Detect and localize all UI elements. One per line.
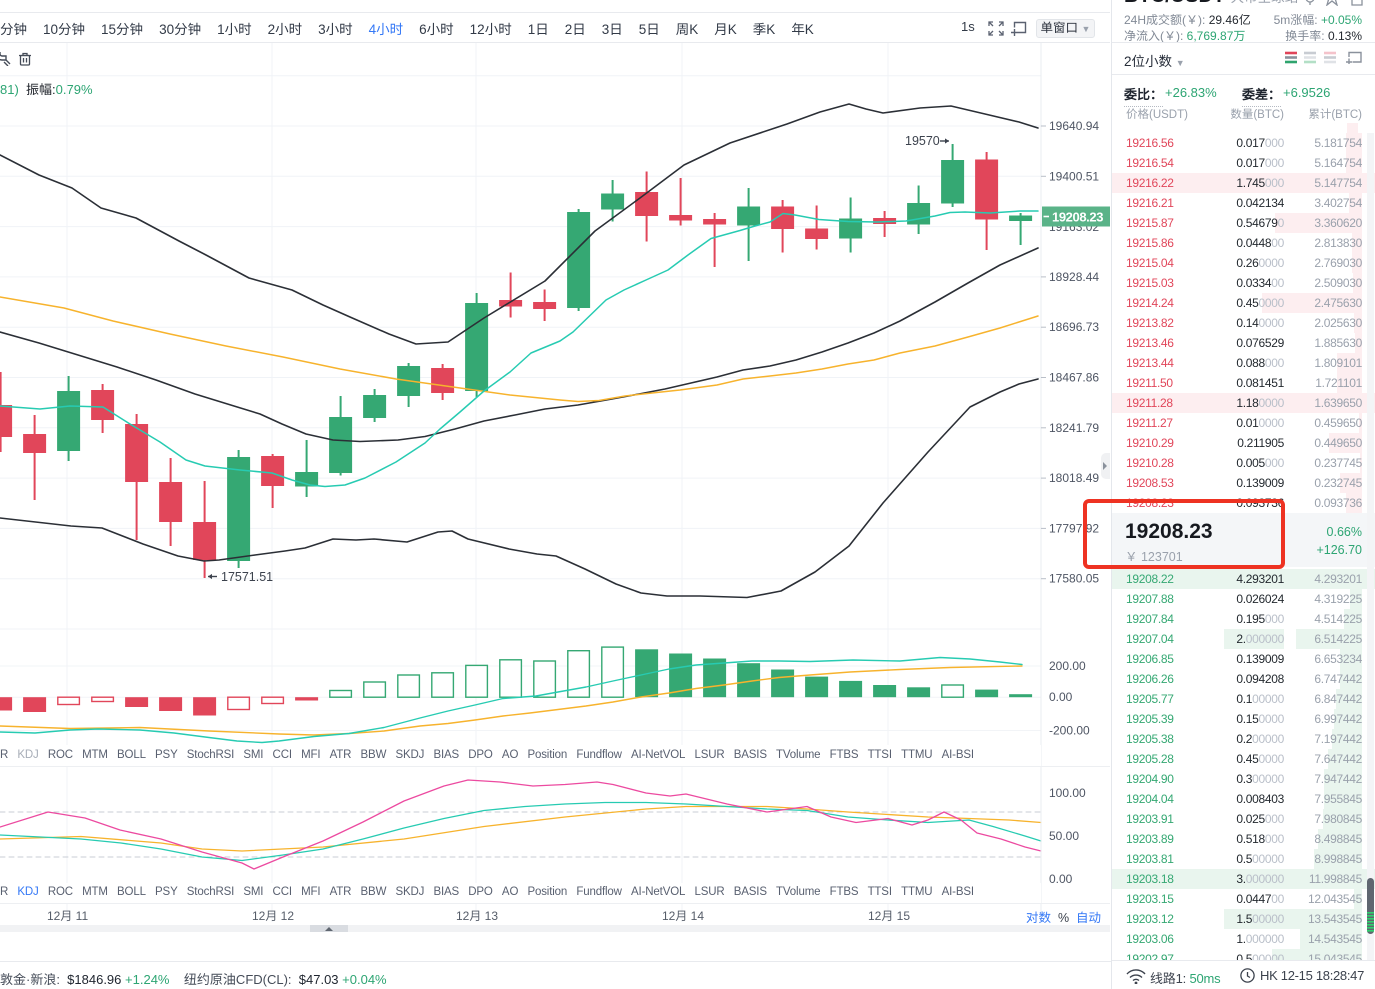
svg-text:0.00: 0.00 bbox=[1049, 690, 1073, 704]
svg-text:18018.49: 18018.49 bbox=[1049, 471, 1099, 485]
svg-text:200.00: 200.00 bbox=[1049, 659, 1086, 673]
svg-text:18696.73: 18696.73 bbox=[1049, 320, 1099, 334]
svg-text:17580.05: 17580.05 bbox=[1049, 572, 1099, 586]
svg-text:19570: 19570 bbox=[905, 134, 940, 148]
svg-text:50.00: 50.00 bbox=[1049, 829, 1079, 843]
svg-text:18241.79: 18241.79 bbox=[1049, 421, 1099, 435]
svg-text:18467.86: 18467.86 bbox=[1049, 371, 1099, 385]
svg-text:17571.51: 17571.51 bbox=[221, 570, 273, 584]
svg-text:100.00: 100.00 bbox=[1049, 786, 1086, 800]
svg-text:19400.51: 19400.51 bbox=[1049, 169, 1099, 183]
svg-text:19208.23: 19208.23 bbox=[1052, 210, 1103, 225]
svg-text:0.00: 0.00 bbox=[1049, 872, 1073, 886]
svg-text:19640.94: 19640.94 bbox=[1049, 119, 1099, 133]
svg-text:18928.44: 18928.44 bbox=[1049, 270, 1099, 284]
svg-text:-200.00: -200.00 bbox=[1049, 724, 1090, 738]
